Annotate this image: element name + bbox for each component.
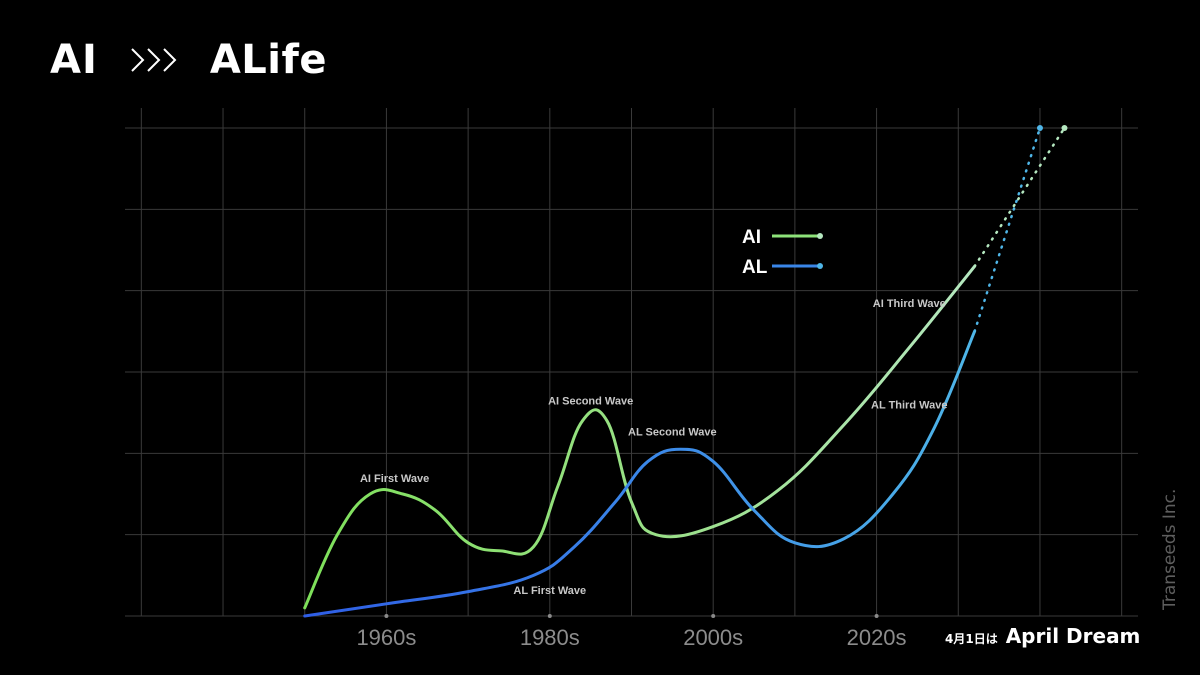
legend-dot xyxy=(817,263,823,269)
series-ai-line xyxy=(303,264,977,610)
chart-grid xyxy=(125,108,1138,617)
annotation-label: AL Second Wave xyxy=(628,426,717,438)
x-axis-ticks: 1960s 1980s 2000s 2020s xyxy=(356,614,907,650)
x-tick-label: 2000s xyxy=(683,625,743,650)
annotation-label: AL Third Wave xyxy=(871,400,947,412)
chart-annotations: AI First Wave AI Second Wave AL Second Wav… xyxy=(360,298,948,597)
x-tick-dot xyxy=(384,614,389,618)
x-tick-label: 1960s xyxy=(356,625,416,650)
x-tick-dot xyxy=(874,614,879,618)
footer-date: 4月1日は xyxy=(945,632,998,646)
legend-label: AL xyxy=(742,257,768,278)
title-alife: ALife xyxy=(209,37,328,83)
legend-label: AI xyxy=(742,227,761,248)
title-ai: AI xyxy=(50,37,98,83)
x-tick-label: 2020s xyxy=(847,625,907,650)
series-ai-projection xyxy=(973,126,1066,268)
annotation-label: AL First Wave xyxy=(513,585,586,597)
annotation-label: AI Second Wave xyxy=(548,396,633,408)
series-al-endpoint xyxy=(1036,125,1043,131)
chart-series xyxy=(303,125,1068,618)
x-tick-dot xyxy=(547,614,552,618)
watermark: Transeeds Inc. xyxy=(1160,488,1180,610)
series-al-projection xyxy=(973,126,1042,333)
footer-brand: April Dream xyxy=(1005,624,1141,648)
chart-legend: AI AL xyxy=(742,227,823,278)
triple-chevron-icon xyxy=(131,48,177,72)
page-title: AI ALife xyxy=(50,30,327,90)
x-tick-label: 1980s xyxy=(520,625,580,650)
series-ai-endpoint xyxy=(1061,125,1068,131)
series-al-line xyxy=(303,329,977,618)
annotation-label: AI First Wave xyxy=(360,473,429,485)
x-tick-dot xyxy=(711,614,716,618)
legend-dot xyxy=(817,233,823,239)
footer: 4月1日は April Dream xyxy=(945,624,1140,648)
annotation-label: AI Third Wave xyxy=(873,298,946,310)
